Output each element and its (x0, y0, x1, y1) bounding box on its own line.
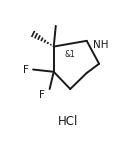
Text: F: F (40, 90, 45, 100)
Text: F: F (23, 65, 29, 74)
Text: NH: NH (93, 40, 109, 50)
Text: HCl: HCl (58, 115, 78, 128)
Text: &1: &1 (64, 50, 75, 59)
